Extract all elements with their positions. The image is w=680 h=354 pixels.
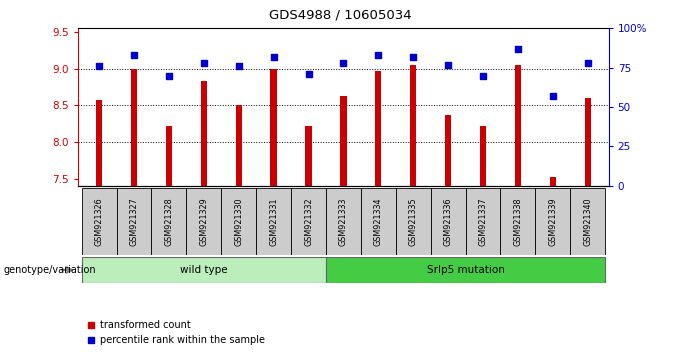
Bar (82, 188, 116, 255)
Text: genotype/variation: genotype/variation (3, 265, 96, 275)
Text: wild type: wild type (180, 265, 228, 275)
Point (547, 93, 558, 99)
Bar (221, 188, 256, 255)
Bar (186, 188, 221, 255)
Bar (271, 69, 277, 186)
Bar (152, 188, 186, 255)
Bar (305, 126, 311, 186)
Bar (535, 188, 571, 255)
Text: GSM921327: GSM921327 (129, 197, 139, 246)
Bar (326, 188, 361, 255)
Bar (430, 188, 466, 255)
Text: Srlp5 mutation: Srlp5 mutation (426, 265, 505, 275)
Bar (256, 188, 291, 255)
Text: GSM921337: GSM921337 (479, 197, 488, 246)
Text: GSM921336: GSM921336 (443, 197, 453, 246)
Text: GSM921330: GSM921330 (234, 197, 243, 246)
Point (163, 73, 174, 78)
Point (129, 52, 139, 58)
Point (199, 60, 209, 66)
Point (513, 46, 524, 52)
Bar (340, 96, 347, 186)
Bar (82, 257, 326, 283)
Point (477, 73, 488, 78)
Bar (585, 98, 591, 186)
Text: GDS4988 / 10605034: GDS4988 / 10605034 (269, 9, 411, 22)
Point (338, 60, 349, 66)
Text: GSM921329: GSM921329 (199, 197, 208, 246)
Bar (445, 115, 452, 186)
Point (408, 54, 419, 59)
Text: GSM921333: GSM921333 (339, 197, 348, 246)
Text: GSM921332: GSM921332 (304, 197, 313, 246)
Bar (480, 126, 486, 186)
Bar (361, 188, 396, 255)
Text: GSM921339: GSM921339 (548, 197, 558, 246)
Text: GSM921328: GSM921328 (165, 197, 173, 246)
Text: GSM921338: GSM921338 (513, 197, 522, 246)
Bar (375, 71, 381, 186)
Point (268, 54, 279, 59)
Point (443, 62, 454, 67)
Bar (166, 126, 172, 186)
Bar (500, 188, 535, 255)
Bar (466, 188, 500, 255)
Bar (116, 188, 152, 255)
Legend: transformed count, percentile rank within the sample: transformed count, percentile rank withi… (83, 316, 269, 349)
Point (94, 63, 105, 69)
Bar (201, 81, 207, 186)
Text: GSM921331: GSM921331 (269, 197, 278, 246)
Bar (410, 65, 416, 186)
Bar (515, 65, 521, 186)
Text: GSM921340: GSM921340 (583, 197, 592, 246)
Bar (571, 188, 605, 255)
Point (233, 63, 244, 69)
Bar (235, 105, 242, 186)
Bar (326, 257, 605, 283)
Text: GSM921334: GSM921334 (374, 197, 383, 246)
Bar (131, 69, 137, 186)
Text: GSM921335: GSM921335 (409, 197, 418, 246)
Point (582, 60, 593, 66)
Bar (396, 188, 430, 255)
Bar (549, 177, 556, 186)
Text: GSM921326: GSM921326 (95, 197, 103, 246)
Bar (96, 100, 102, 186)
Bar (291, 188, 326, 255)
Point (303, 71, 314, 77)
Point (373, 52, 384, 58)
